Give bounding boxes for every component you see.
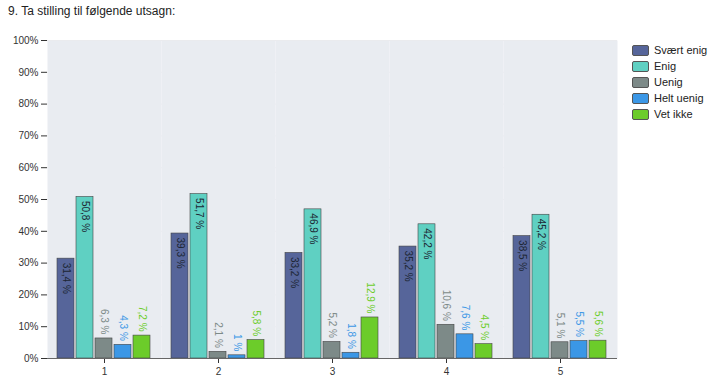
html-text:Enig: Enig xyxy=(654,60,676,72)
html-text:9. Ta stilling til følgende ut: 9. Ta stilling til følgende utsagn: xyxy=(8,4,176,18)
svg-text:46,9 %: 46,9 % xyxy=(308,213,319,244)
svg-text:39,3 %: 39,3 % xyxy=(175,238,186,269)
svg-text:2,1 %: 2,1 % xyxy=(213,322,224,348)
svg-text:0%: 0% xyxy=(24,353,39,364)
html-text:Helt uenig: Helt uenig xyxy=(654,92,704,104)
svg-text:10,6 %: 10,6 % xyxy=(441,290,452,321)
svg-text:7,2 %: 7,2 % xyxy=(137,306,148,332)
svg-text:50,8 %: 50,8 % xyxy=(80,201,91,232)
svg-text:5,1 %: 5,1 % xyxy=(555,313,566,339)
svg-text:70%: 70% xyxy=(18,130,38,141)
svg-text:5,8 %: 5,8 % xyxy=(251,310,262,336)
svg-text:1,8 %: 1,8 % xyxy=(346,323,357,349)
svg-text:40%: 40% xyxy=(18,226,38,237)
svg-text:42,2 %: 42,2 % xyxy=(422,228,433,259)
svg-text:4,3 %: 4,3 % xyxy=(118,315,129,341)
svg-text:6,3 %: 6,3 % xyxy=(99,309,110,335)
svg-text:1 %: 1 % xyxy=(232,334,243,351)
svg-text:51,7 %: 51,7 % xyxy=(194,198,205,229)
svg-text:31,4 %: 31,4 % xyxy=(61,263,72,294)
svg-text:100%: 100% xyxy=(13,35,39,46)
svg-text:2: 2 xyxy=(216,366,222,377)
svg-text:30%: 30% xyxy=(18,257,38,268)
html-text:Uenig: Uenig xyxy=(654,76,683,88)
svg-text:90%: 90% xyxy=(18,67,38,78)
svg-text:38,5 %: 38,5 % xyxy=(517,240,528,271)
html-text:Vet ikke: Vet ikke xyxy=(654,108,693,120)
svg-text:5,2 %: 5,2 % xyxy=(327,312,338,338)
svg-text:5,5 %: 5,5 % xyxy=(574,311,585,337)
svg-text:10%: 10% xyxy=(18,321,38,332)
svg-text:7,6 %: 7,6 % xyxy=(460,305,471,331)
svg-text:12,9 %: 12,9 % xyxy=(365,282,376,313)
svg-text:4: 4 xyxy=(444,366,450,377)
svg-text:50%: 50% xyxy=(18,194,38,205)
svg-text:1: 1 xyxy=(102,366,108,377)
svg-text:4,5 %: 4,5 % xyxy=(479,315,490,341)
svg-text:3: 3 xyxy=(330,366,336,377)
svg-text:45,2 %: 45,2 % xyxy=(536,219,547,250)
svg-text:5,6 %: 5,6 % xyxy=(593,311,604,337)
svg-text:33,2 %: 33,2 % xyxy=(289,257,300,288)
svg-text:80%: 80% xyxy=(18,98,38,109)
svg-text:35,2 %: 35,2 % xyxy=(403,251,414,282)
svg-text:5: 5 xyxy=(558,366,564,377)
svg-text:60%: 60% xyxy=(18,162,38,173)
html-text:Svært enig: Svært enig xyxy=(654,44,708,56)
svg-text:20%: 20% xyxy=(18,289,38,300)
